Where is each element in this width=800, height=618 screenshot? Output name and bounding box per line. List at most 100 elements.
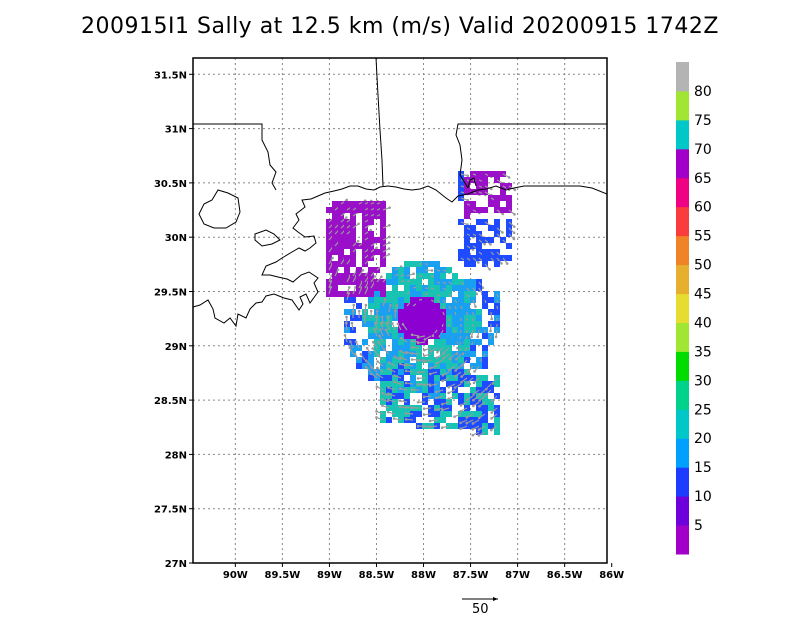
wind-speed-cell xyxy=(482,375,488,381)
wind-speed-cell xyxy=(380,399,386,405)
wind-speed-cell xyxy=(428,303,434,309)
colorbar-swatch xyxy=(676,235,689,266)
wind-speed-cell xyxy=(368,237,374,243)
wind-speed-cell xyxy=(494,201,500,207)
wind-vector-head xyxy=(428,419,432,423)
wind-vector-head xyxy=(374,315,378,319)
wind-vector-head xyxy=(428,384,432,387)
longitude-axis: 90W 89.5W 89W 88.5W 88W 87.5W 87W 86.5W 86W xyxy=(223,563,624,581)
wind-speed-cell xyxy=(398,267,404,273)
wind-speed-cell xyxy=(362,243,368,249)
wind-speed-cell xyxy=(368,267,374,273)
wind-vector-head xyxy=(416,400,420,404)
wind-speed-cell xyxy=(482,255,488,261)
wind-vector-head xyxy=(466,198,469,202)
wind-vector-head xyxy=(453,415,456,418)
wind-vector-head xyxy=(378,328,382,331)
wind-speed-cell xyxy=(446,309,452,315)
wind-speed-cell xyxy=(332,219,338,225)
wind-vector-head xyxy=(441,408,444,412)
wind-vector-head xyxy=(399,356,402,359)
wind-speed-cell xyxy=(326,255,332,261)
wind-speed-cell xyxy=(386,369,392,375)
colorbar-label: 25 xyxy=(694,402,712,418)
wind-speed-cell xyxy=(368,333,374,339)
wind-vector-head xyxy=(382,347,386,351)
wind-speed-cell xyxy=(392,291,398,297)
wind-vector-head xyxy=(494,335,498,339)
wind-vector-head xyxy=(466,174,470,178)
wind-speed-cell xyxy=(386,315,392,321)
wind-vector-head xyxy=(354,340,358,343)
wind-vector-head xyxy=(507,176,511,179)
wind-speed-cell xyxy=(506,201,512,207)
lat-tick-label: 27.5N xyxy=(154,505,187,516)
wind-vector-head xyxy=(347,286,351,289)
wind-speed-cell xyxy=(356,363,362,369)
wind-speed-cell xyxy=(458,357,464,363)
wind-vector-head xyxy=(500,262,503,265)
wind-speed-cell xyxy=(416,267,422,273)
wind-speed-cell xyxy=(482,381,488,387)
wind-vector-head xyxy=(375,246,378,250)
wind-vector-head xyxy=(490,317,494,321)
wind-speed-cell xyxy=(464,303,470,309)
wind-speed-cell xyxy=(482,333,488,339)
wind-vector-head xyxy=(441,373,445,377)
wind-vector-head xyxy=(428,372,432,376)
wind-vector-head xyxy=(491,382,495,385)
wind-speed-cell xyxy=(476,219,482,225)
wind-speed-cell xyxy=(476,243,482,249)
wind-vector-head xyxy=(422,354,426,358)
wind-vector-head xyxy=(448,357,452,361)
wind-vector-head xyxy=(512,231,516,235)
wind-speed-cell xyxy=(398,309,404,315)
wind-vector-head xyxy=(399,349,402,353)
wind-speed-cell xyxy=(380,381,386,387)
wind-vector-head xyxy=(391,322,394,325)
lon-tick-label: 88.5W xyxy=(359,570,395,581)
colorbar-swatch xyxy=(676,380,689,410)
wind-vector-head xyxy=(343,333,347,337)
wind-speed-cell xyxy=(326,207,332,213)
chart-title: 200915I1 Sally at 12.5 km (m/s) Valid 20… xyxy=(81,14,719,39)
wind-vector-head xyxy=(410,346,414,349)
wind-vector-head xyxy=(392,417,396,420)
wind-vector-head xyxy=(386,315,390,319)
wind-speed-cell xyxy=(464,249,470,255)
wind-speed-cell xyxy=(506,255,512,261)
wind-vector-head xyxy=(465,416,469,419)
wind-vector-head xyxy=(349,340,352,343)
wind-vector-head xyxy=(476,335,480,339)
wind-speed-cell xyxy=(332,237,338,243)
mobile-bay xyxy=(467,177,477,189)
wind-speed-cell xyxy=(332,249,338,255)
wind-vector-head xyxy=(410,358,414,361)
wind-speed-cell xyxy=(368,297,374,303)
wind-vector-head xyxy=(459,427,462,431)
wind-vector-head xyxy=(389,303,392,307)
wind-vector-head xyxy=(394,309,397,313)
wind-speed-cell xyxy=(404,315,410,321)
wind-vector-head xyxy=(375,385,379,388)
wind-speed-cell xyxy=(482,177,488,183)
wind-vector-head xyxy=(481,286,485,290)
wind-speed-cell xyxy=(422,321,428,327)
wind-vector-head xyxy=(448,368,451,372)
wind-speed-cell xyxy=(470,279,476,285)
wind-speed-cell xyxy=(416,411,422,417)
wind-speed-cell xyxy=(494,195,500,201)
wind-speed-cell xyxy=(398,303,404,309)
wind-vector-head xyxy=(470,335,473,339)
wind-vector-head xyxy=(404,369,408,373)
wind-speed-cell xyxy=(482,207,488,213)
wind-vector-head xyxy=(364,359,368,363)
wind-vector-head xyxy=(435,356,439,359)
wind-vector-head xyxy=(388,206,391,209)
wind-vector-head xyxy=(429,366,432,370)
wind-vector-head xyxy=(410,352,414,355)
wind-speed-cell xyxy=(422,303,428,309)
wind-speed-cell xyxy=(506,195,512,201)
lon-tick-label: 88W xyxy=(411,570,436,581)
wind-speed-cell xyxy=(446,411,452,417)
